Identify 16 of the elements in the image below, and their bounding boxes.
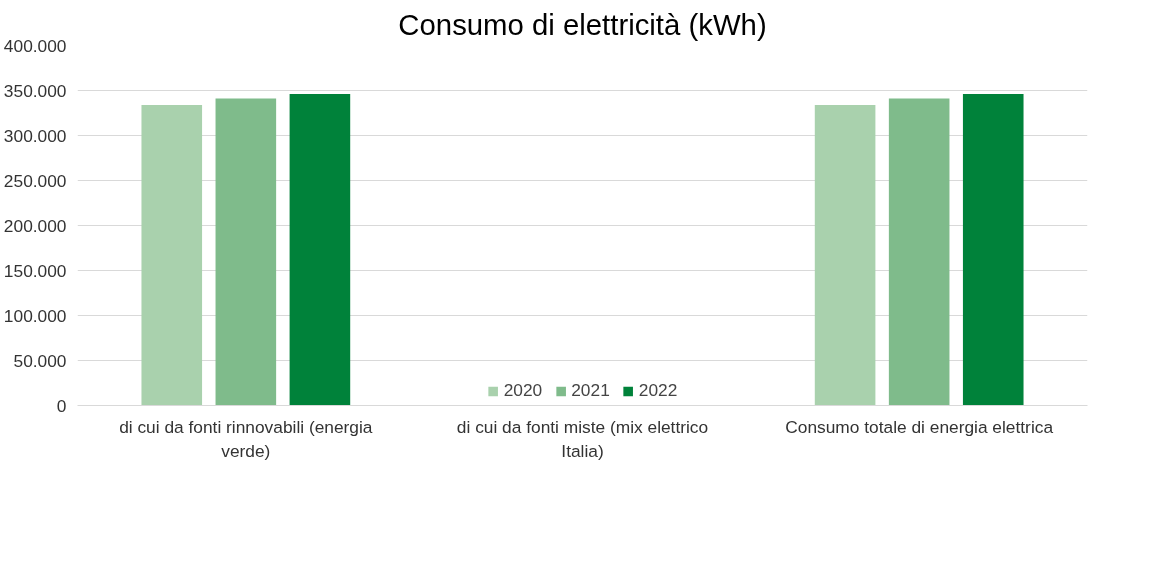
y-tick-label: 300.000 xyxy=(3,125,67,146)
x-tick-label: di cui da fonti miste (mix elettrico Italia) xyxy=(456,416,709,461)
legend-label: 2021 xyxy=(571,380,610,401)
chart-title: Consumo di elettricità (kWh) xyxy=(398,7,767,41)
y-tick-label: 0 xyxy=(56,395,67,416)
legend-label: 2022 xyxy=(638,380,678,401)
y-tick-label: 350.000 xyxy=(3,80,67,101)
y-tick-label: 250.000 xyxy=(3,170,67,191)
legend-label: 2020 xyxy=(503,380,543,401)
y-tick-label: 50.000 xyxy=(13,350,67,371)
y-tick-label: 200.000 xyxy=(3,215,67,236)
x-tick-label: di cui da fonti rinnovabili (energia verde) xyxy=(119,416,373,461)
y-tick-label: 150.000 xyxy=(3,260,67,281)
x-tick-label: Consumo totale di energia elettrica xyxy=(785,416,1054,437)
y-tick-label: 100.000 xyxy=(3,305,67,326)
y-tick-label: 400.000 xyxy=(3,35,67,56)
